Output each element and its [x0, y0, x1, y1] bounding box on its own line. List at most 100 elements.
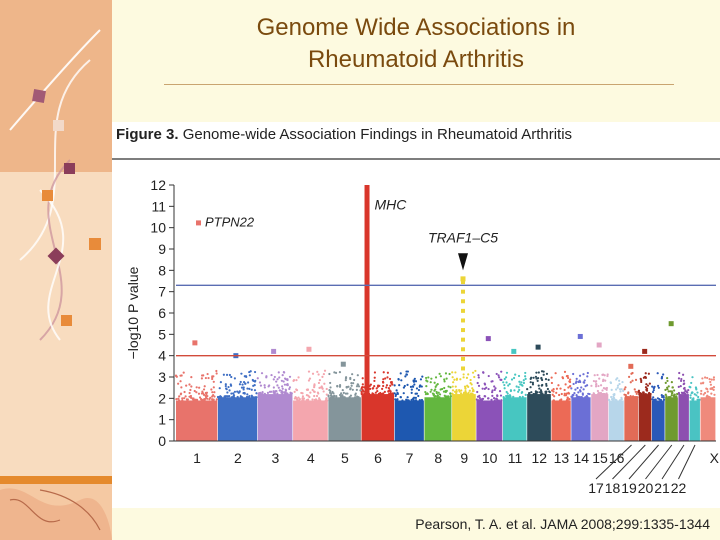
- chr-point-5: [341, 388, 344, 392]
- chr-point-12: [545, 372, 549, 375]
- chr-point-5: [331, 395, 334, 399]
- chr-label-leader: [595, 444, 632, 480]
- chr-point-7: [410, 391, 413, 395]
- chr-point-17: [631, 395, 635, 398]
- chr-point-15: [603, 392, 606, 396]
- chr-point-1: [182, 371, 185, 374]
- chr-point-1: [202, 388, 206, 391]
- chr-point-22: [693, 393, 696, 396]
- chr-point-15: [594, 380, 597, 383]
- chr-point-1: [213, 391, 216, 394]
- chr-point-13: [554, 372, 557, 375]
- chr-point-18: [644, 372, 647, 375]
- chr-point-4: [311, 388, 314, 392]
- chr-point-20: [671, 386, 674, 389]
- chr-point-11: [520, 391, 523, 395]
- chr-point-11: [506, 392, 509, 395]
- chr-point-4: [325, 387, 328, 391]
- chr-point-6: [373, 371, 377, 374]
- chr-point-13: [566, 398, 569, 402]
- chr-point-16: [613, 393, 616, 396]
- chr-point-10: [498, 390, 502, 393]
- chr-point-19: [662, 373, 665, 376]
- chr-point-18: [645, 383, 648, 386]
- chr-point-9: [451, 371, 454, 374]
- chr-point-X: [708, 396, 711, 399]
- chr-point-2: [251, 396, 255, 399]
- chr-point-3: [272, 378, 275, 381]
- annotation-ptpn22: PTPN22: [205, 214, 255, 229]
- chr-point-3: [272, 390, 275, 393]
- chr-point-10: [497, 399, 500, 402]
- chr-point-13: [558, 393, 561, 397]
- chr-point-11: [508, 394, 512, 397]
- chr-point-9: [455, 378, 458, 381]
- chr-point-22: [696, 391, 699, 394]
- chr-point-5: [349, 376, 352, 380]
- chr-point-13: [567, 386, 570, 389]
- chr-point-20: [666, 388, 669, 391]
- chr-point-12: [534, 375, 538, 378]
- chr-point-15: [598, 377, 601, 380]
- chr-point-10: [496, 394, 499, 397]
- chr-point-2: [218, 387, 221, 390]
- y-tick-label: 1: [158, 412, 166, 428]
- chr-point-12: [544, 378, 548, 381]
- peak-marker-chr-18: [642, 348, 648, 354]
- chr-point-5: [344, 378, 347, 382]
- chr-point-1: [185, 398, 189, 401]
- chr-point-8: [429, 381, 432, 384]
- citation-authors: Pearson, T. A. et al.: [415, 516, 541, 532]
- chr-point-5: [352, 382, 355, 385]
- chr-point-17: [636, 390, 639, 394]
- chr-point-12: [537, 371, 540, 374]
- chr-point-1: [177, 397, 180, 400]
- chr-point-8: [425, 379, 428, 382]
- chr-point-14: [576, 386, 579, 390]
- chr-point-10: [490, 398, 493, 401]
- chr-point-1: [190, 376, 193, 379]
- chr-point-8: [437, 391, 440, 394]
- chr-point-3: [286, 392, 289, 395]
- chr-point-15: [596, 373, 599, 377]
- chr-point-5: [357, 396, 360, 399]
- chr-point-17: [624, 393, 627, 397]
- chr-block-12: [527, 394, 551, 441]
- chr-point-22: [691, 376, 694, 379]
- chr-point-8: [449, 395, 452, 398]
- chr-point-6: [361, 388, 364, 392]
- chr-point-10: [485, 386, 488, 389]
- chr-point-4: [307, 379, 311, 382]
- chr-point-1: [200, 374, 204, 377]
- chr-point-1: [211, 377, 214, 381]
- peak-column-chr-9: [461, 347, 466, 352]
- chr-point-1: [211, 391, 214, 394]
- chr-point-22: [695, 394, 698, 397]
- chr-point-9: [467, 373, 470, 376]
- chr-point-4: [322, 390, 325, 393]
- chr-point-2: [236, 390, 239, 393]
- chr-point-9: [473, 375, 476, 379]
- chr-point-1: [205, 393, 208, 396]
- chr-point-5: [333, 371, 336, 374]
- chr-point-3: [278, 376, 281, 379]
- chr-point-11: [518, 395, 522, 399]
- chr-point-1: [181, 399, 184, 402]
- chr-block-22: [689, 400, 700, 441]
- chr-point-14: [577, 391, 580, 394]
- chr-point-5: [329, 386, 332, 389]
- chr-point-11: [518, 380, 521, 383]
- chr-point-10: [487, 397, 490, 400]
- chr-point-4: [295, 389, 299, 392]
- chr-point-4: [307, 394, 310, 397]
- chr-block-21: [678, 394, 689, 441]
- chr-point-5: [329, 394, 333, 397]
- chr-point-8: [444, 372, 448, 375]
- chr-point-2: [238, 383, 242, 386]
- chr-point-20: [664, 393, 667, 396]
- chr-point-17: [634, 378, 638, 381]
- chr-point-12: [537, 384, 540, 387]
- chr-point-16: [609, 381, 612, 384]
- chr-point-22: [689, 386, 692, 389]
- chr-point-3: [281, 387, 284, 390]
